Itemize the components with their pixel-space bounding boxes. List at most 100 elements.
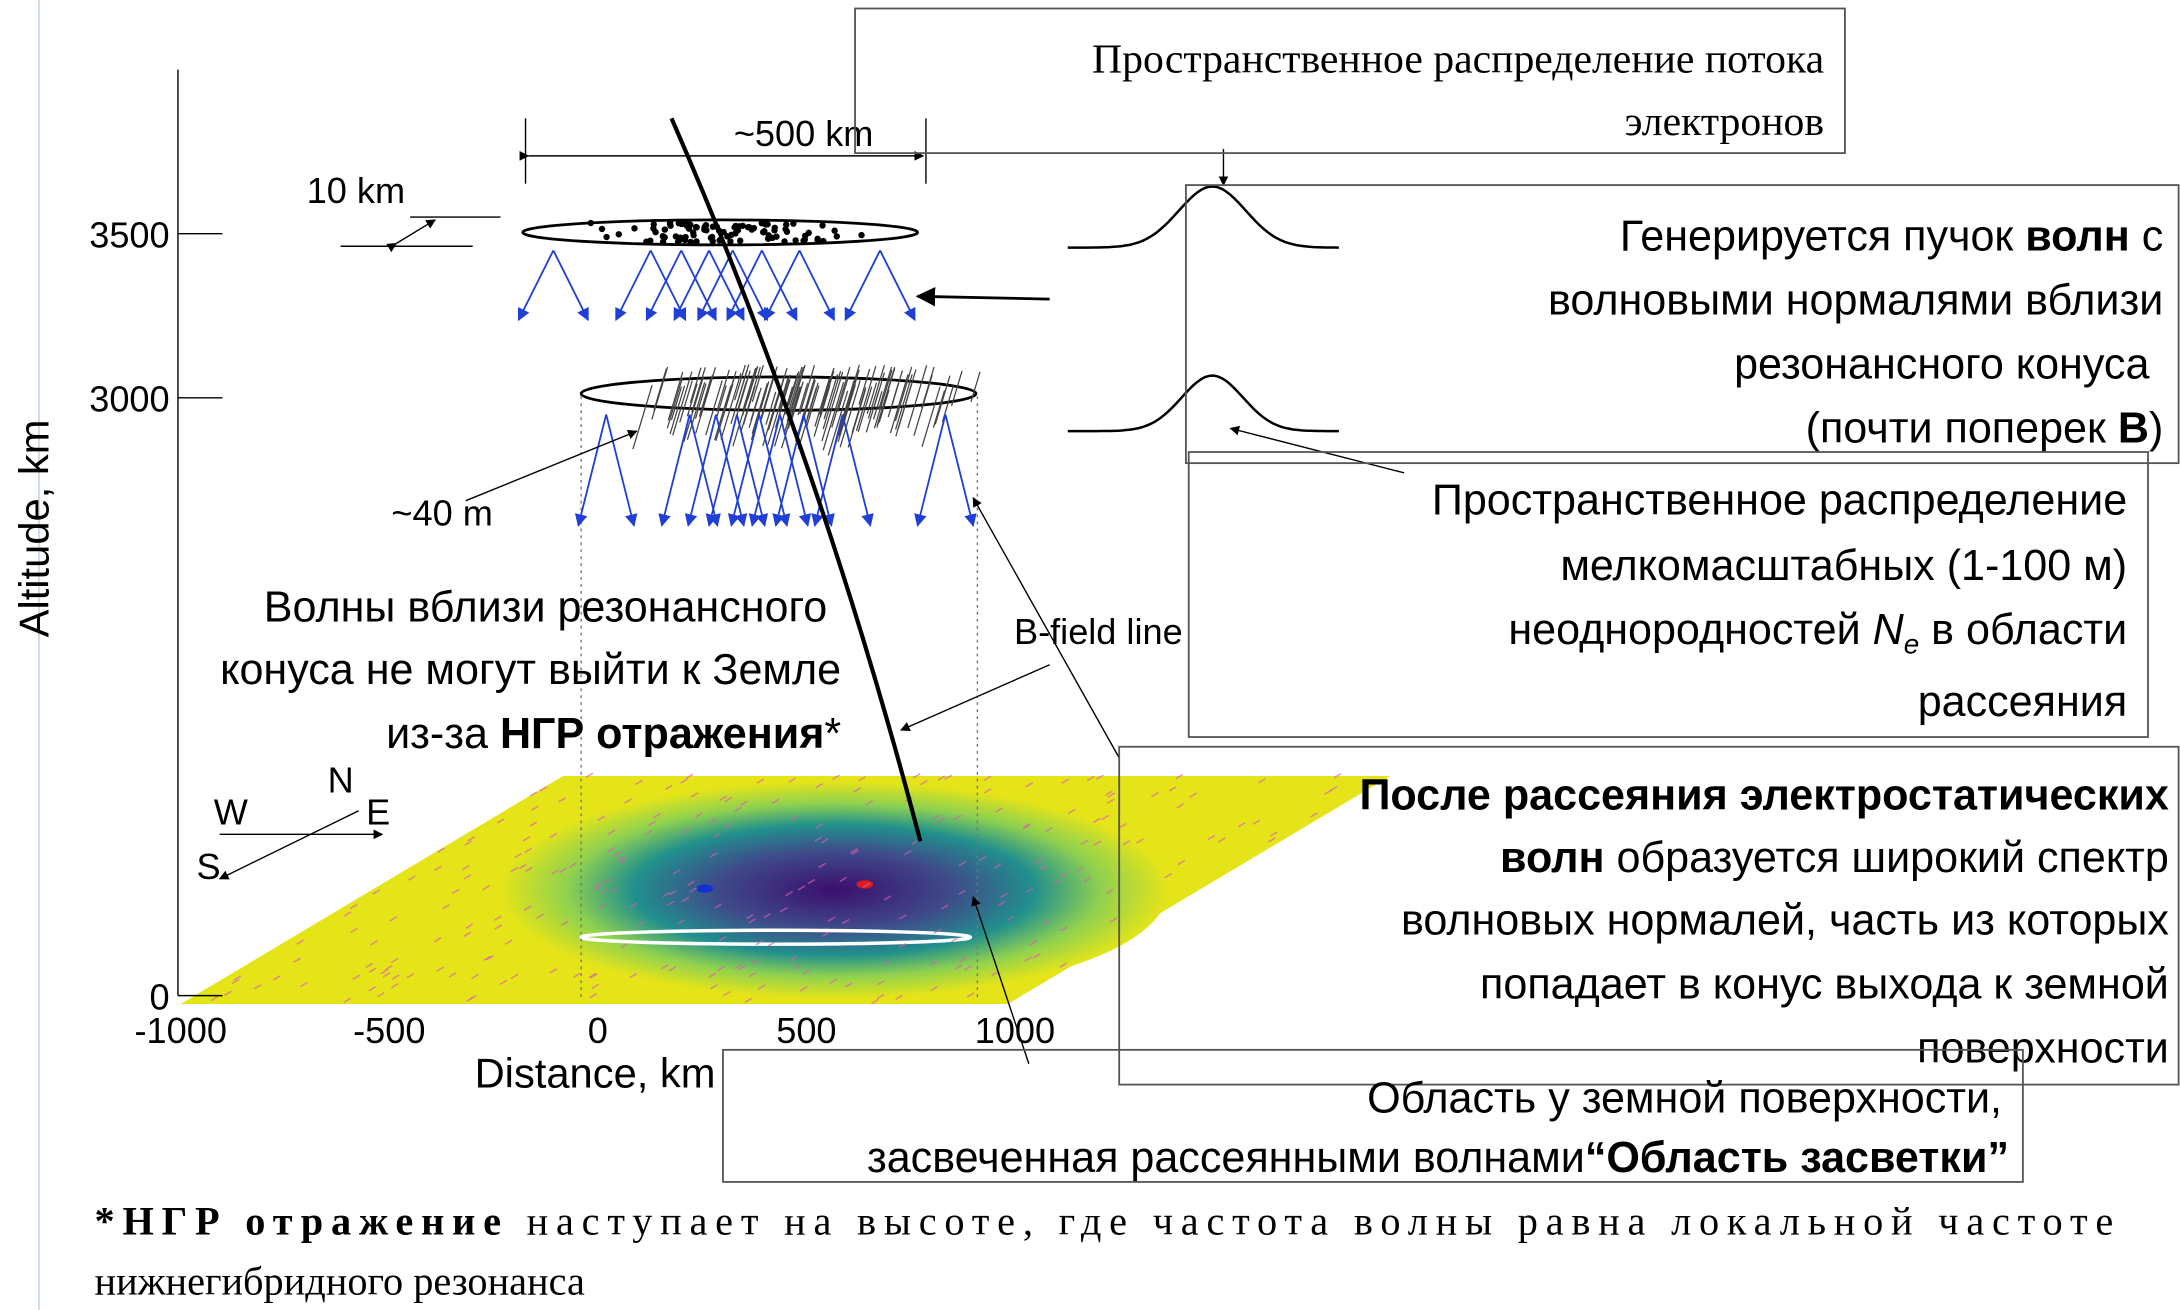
wave-vector [519,250,554,320]
box-text: волновых нормалей, часть из которых [1401,896,2169,944]
wave-vector [752,414,780,525]
pointer [1230,428,1404,472]
x-tick-label: 1000 [975,1010,1055,1051]
compass-n: N [328,760,354,801]
irregularity [652,367,668,419]
irregularity [908,365,927,428]
compass-w: W [214,792,248,833]
electron [667,221,673,227]
electron [675,239,681,245]
wave-vector [578,414,606,525]
wave-vector [737,414,765,525]
dim-arrow [396,220,435,244]
y-axis-label: Altitude, km [11,420,58,638]
electron [731,224,737,230]
irregularity [633,385,652,449]
wave-vector [765,250,800,320]
x-axis-label: Distance, km [475,1049,716,1096]
electron [616,231,622,237]
footnote: нижнегибридного резонанса [95,1259,585,1304]
pointer [918,296,1050,299]
box-text: волн образуется широкий спектр [1500,834,2169,882]
wave-vector [918,414,946,525]
field-line-label: B-field line [1014,611,1183,652]
electron [739,223,745,229]
electron [792,237,798,243]
footnote: *НГР отражение наступает на высоте, где … [95,1199,2114,1244]
wave-vector [688,414,716,525]
wave-vector [616,250,651,320]
box-text: Пространственное распределение [1432,477,2127,525]
box-text: электронов [1625,99,1824,145]
electron [662,226,668,232]
x-tick-label: 0 [588,1010,608,1051]
electron [773,233,779,239]
electron [686,225,692,231]
electron [682,234,688,240]
illumination-spot [501,782,1168,999]
box-text: волновыми нормалями вблизи [1548,276,2163,324]
scale-label: ~40 m [391,493,492,534]
electron [782,226,788,232]
wave-vector [731,414,759,525]
electron [737,238,743,244]
electron [802,236,808,242]
electron [693,238,699,244]
y-tick-label: 3500 [89,215,169,256]
electron [603,234,609,240]
irregularity [806,386,819,428]
electron [749,226,755,232]
box-text: мелкомасштабных (1-100 м) [1560,542,2127,590]
irregularity [856,366,875,431]
wave-vector [880,250,915,320]
box-text: резонансного конуса [1734,340,2149,388]
box-text: попадает в конус выхода к земной [1480,960,2169,1008]
electron [588,220,594,226]
wave-vector [776,414,804,525]
electron [724,233,730,239]
width-label: ~500 km [734,113,874,154]
wave-vector [845,250,880,320]
electron [599,226,605,232]
electron [762,221,768,227]
thickness-label: 10 km [307,170,405,211]
electron [660,239,666,245]
electron [820,238,826,244]
electron [790,220,796,226]
flux-profile [1068,186,1339,247]
electron [676,220,682,226]
wave-vector [716,414,744,525]
box-text: рассеяния [1918,678,2127,726]
box-text: поверхности [1917,1024,2169,1072]
note-text: Волны вблизи резонансного [264,584,827,632]
electron [831,228,837,234]
pointer [901,665,1050,730]
electron [819,222,825,228]
electron [858,232,864,238]
x-tick-label: -500 [353,1010,425,1051]
y-tick-label: 3000 [89,379,169,420]
compass-s: S [196,846,220,887]
note-text: из-за НГР отражения* [386,710,841,758]
irregularity-profile [1068,376,1339,432]
marker-red [856,880,873,888]
electron [687,239,693,245]
box-text: Пространственное распределение потока [1092,36,1824,82]
box-text: Область у земной поверхности, [1367,1074,2002,1122]
electron [814,237,820,243]
box-text: (почти поперек B) [1806,404,2164,452]
electron [710,238,716,244]
electron [643,238,649,244]
electron [650,225,656,231]
wave-vector [799,250,834,320]
wave-vector [662,414,690,525]
wave-vector [553,250,588,320]
electron [806,230,812,236]
box-text: засвеченная рассеянными волнами“Область … [867,1134,2009,1182]
irregularity [654,369,666,411]
wave-vector [646,250,681,320]
electron [771,227,777,233]
compass-e: E [366,792,390,833]
irregularity [971,372,980,402]
wave-vector [945,414,973,525]
